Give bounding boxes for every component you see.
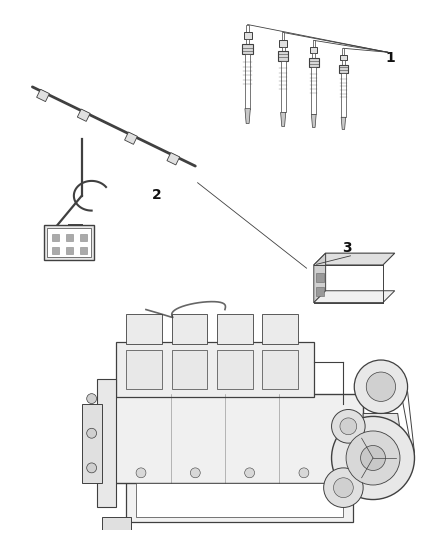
Bar xyxy=(47,229,91,257)
Circle shape xyxy=(360,446,385,471)
Bar xyxy=(124,132,138,144)
Bar xyxy=(340,55,346,60)
Bar xyxy=(111,394,363,483)
Bar xyxy=(339,64,348,72)
Circle shape xyxy=(299,468,309,478)
Bar xyxy=(279,40,287,46)
Bar xyxy=(311,67,316,115)
Circle shape xyxy=(87,429,96,438)
Circle shape xyxy=(136,468,146,478)
Bar xyxy=(80,235,87,241)
Bar xyxy=(281,61,286,112)
Bar xyxy=(217,350,253,389)
Polygon shape xyxy=(314,253,395,265)
Circle shape xyxy=(87,394,96,403)
Bar xyxy=(262,314,298,344)
Bar xyxy=(244,33,251,39)
Bar xyxy=(343,49,344,55)
Polygon shape xyxy=(311,115,316,127)
Circle shape xyxy=(346,431,400,485)
Bar xyxy=(309,58,318,67)
Polygon shape xyxy=(281,112,286,126)
Bar xyxy=(278,51,288,61)
Circle shape xyxy=(332,416,414,499)
Polygon shape xyxy=(314,253,325,303)
Bar xyxy=(246,39,249,44)
Polygon shape xyxy=(314,290,395,303)
Polygon shape xyxy=(245,109,251,124)
Bar xyxy=(312,53,315,58)
Bar xyxy=(245,54,251,109)
Circle shape xyxy=(245,468,254,478)
Bar xyxy=(136,483,343,518)
Bar xyxy=(37,89,49,102)
Bar xyxy=(310,47,317,53)
Bar xyxy=(341,72,346,117)
Circle shape xyxy=(332,409,365,443)
Text: 3: 3 xyxy=(342,241,351,255)
Bar xyxy=(313,41,315,47)
Bar xyxy=(316,287,324,296)
Bar xyxy=(172,314,207,344)
Bar xyxy=(52,235,59,241)
Bar xyxy=(282,46,285,51)
Bar xyxy=(66,247,73,254)
Bar xyxy=(126,350,162,389)
Bar xyxy=(78,109,90,122)
Bar xyxy=(282,33,284,40)
Bar xyxy=(217,314,253,344)
Bar xyxy=(172,350,207,389)
Bar xyxy=(80,247,87,254)
Bar xyxy=(82,403,102,483)
Bar xyxy=(342,60,345,64)
Polygon shape xyxy=(363,414,403,448)
Bar xyxy=(126,478,353,522)
Text: 1: 1 xyxy=(385,51,395,65)
Bar xyxy=(167,152,180,165)
Bar xyxy=(52,247,59,254)
Bar xyxy=(126,314,162,344)
Bar xyxy=(117,342,314,397)
Circle shape xyxy=(324,468,363,507)
Circle shape xyxy=(87,463,96,473)
Bar xyxy=(316,273,324,282)
Circle shape xyxy=(354,360,408,414)
Bar xyxy=(247,25,249,33)
Bar xyxy=(242,44,253,54)
Text: 2: 2 xyxy=(152,188,161,203)
Polygon shape xyxy=(341,117,346,130)
Bar xyxy=(96,379,117,507)
Bar xyxy=(44,225,94,260)
Circle shape xyxy=(191,468,200,478)
Bar xyxy=(262,350,298,389)
Circle shape xyxy=(366,372,396,401)
Circle shape xyxy=(333,478,353,498)
Circle shape xyxy=(340,418,357,435)
Bar xyxy=(102,518,131,533)
Bar xyxy=(66,235,73,241)
